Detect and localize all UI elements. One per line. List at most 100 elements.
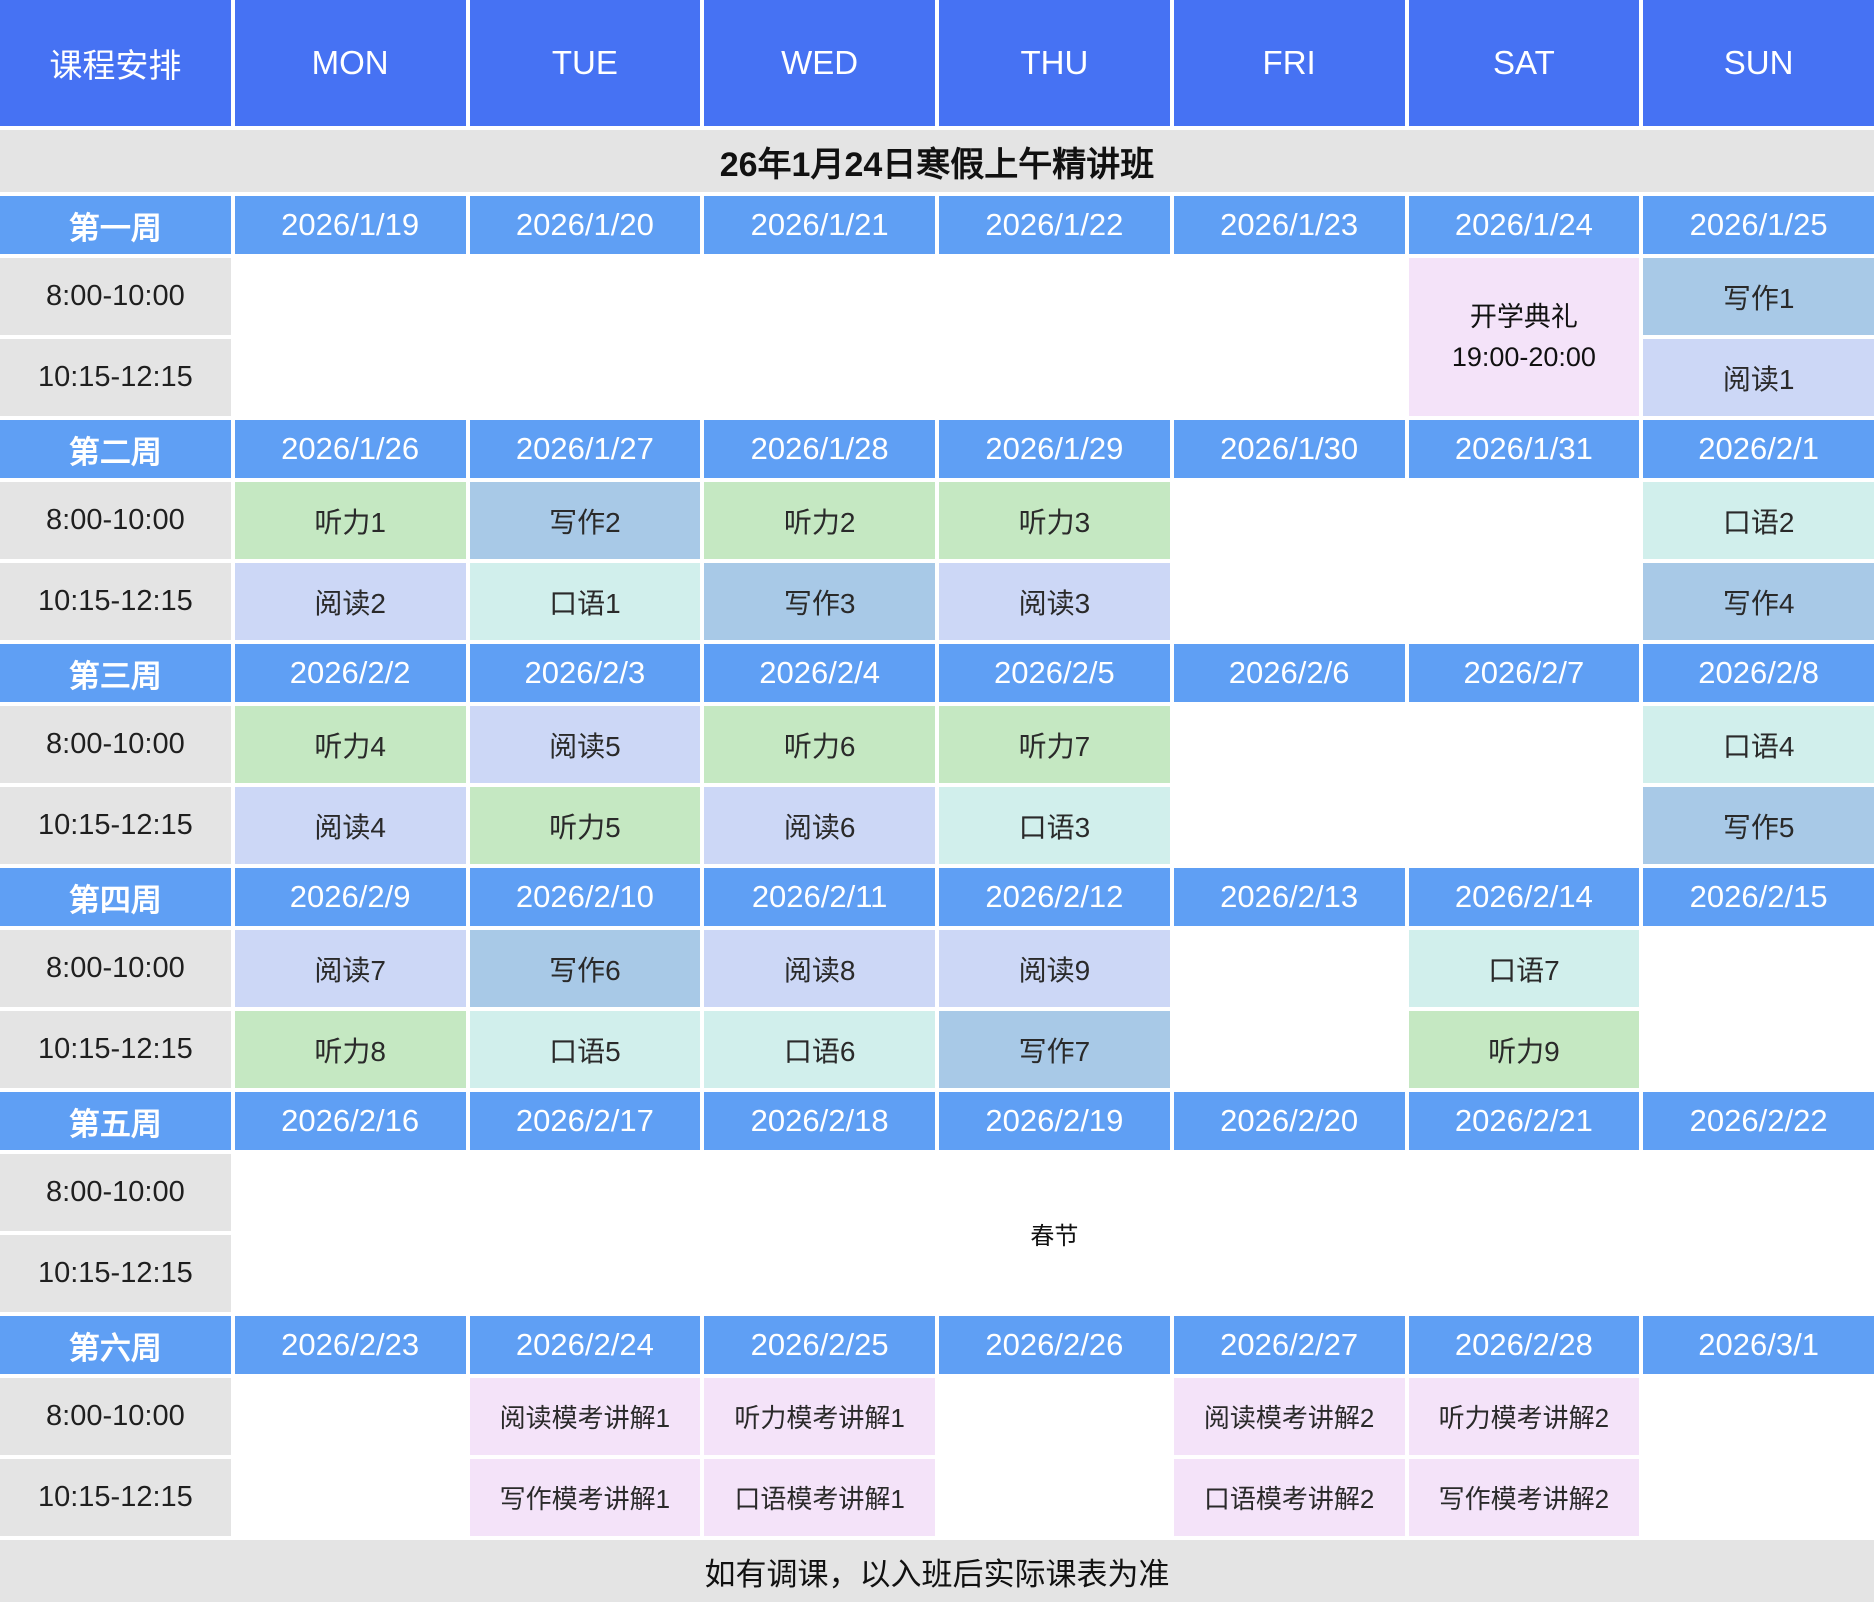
time-label: 8:00-10:00 <box>0 1378 231 1455</box>
course-cell: 写作6 <box>469 930 701 1007</box>
course-cell: 听力8 <box>234 1011 466 1088</box>
time-label: 8:00-10:00 <box>0 706 231 783</box>
date-cell: 2026/2/4 <box>704 644 935 702</box>
empty-cell <box>1173 706 1405 783</box>
empty-cell <box>1173 482 1405 559</box>
day-header-sun: SUN <box>1643 0 1874 126</box>
time-label: 10:15-12:15 <box>0 1011 231 1088</box>
date-cell: 2026/1/31 <box>1408 420 1640 478</box>
date-cell: 2026/1/27 <box>469 420 701 478</box>
date-cell: 2026/1/25 <box>1643 196 1874 254</box>
empty-cell <box>939 339 1170 416</box>
empty-cell <box>939 258 1170 335</box>
footer-note: 如有调课，以入班后实际课表为准 <box>0 1540 1874 1602</box>
course-cell: 口语6 <box>704 1011 935 1088</box>
course-cell: 写作5 <box>1643 787 1874 864</box>
course-cell: 听力6 <box>704 706 935 783</box>
date-cell: 2026/2/27 <box>1173 1316 1405 1374</box>
course-cell: 口语4 <box>1643 706 1874 783</box>
empty-cell <box>1173 563 1405 640</box>
course-cell: 阅读4 <box>234 787 466 864</box>
week-label: 第二周 <box>0 420 231 478</box>
time-label: 8:00-10:00 <box>0 258 231 335</box>
empty-cell <box>1408 706 1640 783</box>
date-cell: 2026/2/25 <box>704 1316 935 1374</box>
time-label: 10:15-12:15 <box>0 1459 231 1536</box>
date-cell: 2026/2/23 <box>234 1316 466 1374</box>
empty-cell <box>1408 787 1640 864</box>
course-cell: 口语模考讲解1 <box>704 1459 935 1536</box>
course-cell: 写作3 <box>704 563 935 640</box>
course-cell: 听力模考讲解2 <box>1408 1378 1640 1455</box>
empty-cell <box>939 1378 1170 1455</box>
course-cell: 阅读3 <box>939 563 1170 640</box>
course-cell: 写作1 <box>1643 258 1874 335</box>
empty-cell <box>1173 930 1405 1007</box>
course-cell: 阅读模考讲解1 <box>469 1378 701 1455</box>
empty-cell <box>1408 482 1640 559</box>
date-cell: 2026/3/1 <box>1643 1316 1874 1374</box>
date-cell: 2026/1/26 <box>234 420 466 478</box>
day-header-mon: MON <box>234 0 466 126</box>
date-cell: 2026/2/2 <box>234 644 466 702</box>
day-header-sat: SAT <box>1408 0 1640 126</box>
time-label: 8:00-10:00 <box>0 930 231 1007</box>
empty-cell <box>1643 930 1874 1007</box>
date-cell: 2026/2/5 <box>939 644 1170 702</box>
course-cell: 口语2 <box>1643 482 1874 559</box>
holiday-cell: 春节 <box>234 1154 1874 1312</box>
empty-cell <box>704 258 935 335</box>
date-cell: 2026/2/11 <box>704 868 935 926</box>
corner-header: 课程安排 <box>0 0 231 126</box>
week-label: 第四周 <box>0 868 231 926</box>
course-cell: 听力2 <box>704 482 935 559</box>
date-cell: 2026/2/21 <box>1408 1092 1640 1150</box>
course-cell: 口语模考讲解2 <box>1173 1459 1405 1536</box>
course-cell: 写作模考讲解1 <box>469 1459 701 1536</box>
date-cell: 2026/2/17 <box>469 1092 701 1150</box>
date-cell: 2026/1/24 <box>1408 196 1640 254</box>
empty-cell <box>234 339 466 416</box>
week-label: 第五周 <box>0 1092 231 1150</box>
empty-cell <box>1643 1011 1874 1088</box>
date-cell: 2026/1/23 <box>1173 196 1405 254</box>
ceremony-cell: 开学典礼 19:00-20:00 <box>1408 258 1640 416</box>
date-cell: 2026/2/13 <box>1173 868 1405 926</box>
course-cell: 口语3 <box>939 787 1170 864</box>
empty-cell <box>1643 1459 1874 1536</box>
course-cell: 阅读1 <box>1643 339 1874 416</box>
time-label: 8:00-10:00 <box>0 1154 231 1231</box>
empty-cell <box>1173 339 1405 416</box>
date-cell: 2026/2/15 <box>1643 868 1874 926</box>
date-cell: 2026/1/29 <box>939 420 1170 478</box>
course-cell: 听力1 <box>234 482 466 559</box>
date-cell: 2026/2/26 <box>939 1316 1170 1374</box>
time-label: 10:15-12:15 <box>0 787 231 864</box>
date-cell: 2026/1/19 <box>234 196 466 254</box>
empty-cell <box>1173 258 1405 335</box>
course-cell: 写作7 <box>939 1011 1170 1088</box>
date-cell: 2026/2/9 <box>234 868 466 926</box>
date-cell: 2026/2/14 <box>1408 868 1640 926</box>
date-cell: 2026/2/20 <box>1173 1092 1405 1150</box>
date-cell: 2026/2/10 <box>469 868 701 926</box>
date-cell: 2026/2/6 <box>1173 644 1405 702</box>
course-cell: 阅读2 <box>234 563 466 640</box>
empty-cell <box>1643 1378 1874 1455</box>
empty-cell <box>469 339 701 416</box>
time-label: 10:15-12:15 <box>0 1235 231 1312</box>
course-cell: 写作2 <box>469 482 701 559</box>
empty-cell <box>234 258 466 335</box>
course-cell: 听力5 <box>469 787 701 864</box>
date-cell: 2026/2/19 <box>939 1092 1170 1150</box>
time-label: 8:00-10:00 <box>0 482 231 559</box>
course-cell: 阅读5 <box>469 706 701 783</box>
date-cell: 2026/2/24 <box>469 1316 701 1374</box>
time-label: 10:15-12:15 <box>0 563 231 640</box>
date-cell: 2026/2/1 <box>1643 420 1874 478</box>
course-cell: 阅读8 <box>704 930 935 1007</box>
empty-cell <box>469 258 701 335</box>
empty-cell <box>704 339 935 416</box>
week-label: 第六周 <box>0 1316 231 1374</box>
